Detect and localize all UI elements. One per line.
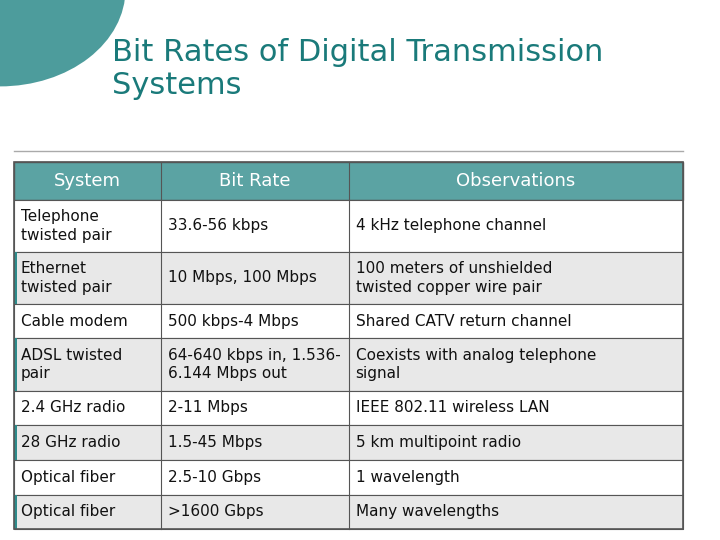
Bar — [14, 495, 17, 529]
Bar — [14, 425, 17, 460]
Bar — [14, 425, 683, 460]
Text: >1600 Gbps: >1600 Gbps — [168, 504, 264, 519]
Wedge shape — [0, 0, 125, 86]
Text: 33.6-56 kbps: 33.6-56 kbps — [168, 218, 269, 233]
Text: 2-11 Mbps: 2-11 Mbps — [168, 400, 248, 415]
Text: Cable modem: Cable modem — [21, 314, 127, 329]
Text: Many wavelengths: Many wavelengths — [356, 504, 499, 519]
Text: Optical fiber: Optical fiber — [21, 504, 115, 519]
Bar — [14, 304, 683, 339]
Text: 64-640 kbps in, 1.536-
6.144 Mbps out: 64-640 kbps in, 1.536- 6.144 Mbps out — [168, 348, 341, 381]
Text: Observations: Observations — [456, 172, 576, 190]
Text: Ethernet
twisted pair: Ethernet twisted pair — [21, 261, 112, 295]
Text: Shared CATV return channel: Shared CATV return channel — [356, 314, 571, 329]
Text: 28 GHz radio: 28 GHz radio — [21, 435, 120, 450]
Bar — [14, 339, 683, 390]
Text: 1.5-45 Mbps: 1.5-45 Mbps — [168, 435, 263, 450]
Text: 4 kHz telephone channel: 4 kHz telephone channel — [356, 218, 546, 233]
Text: System: System — [54, 172, 121, 190]
Bar — [14, 390, 683, 425]
Text: Optical fiber: Optical fiber — [21, 470, 115, 485]
Text: Coexists with analog telephone
signal: Coexists with analog telephone signal — [356, 348, 596, 381]
Text: 2.5-10 Gbps: 2.5-10 Gbps — [168, 470, 261, 485]
Bar — [14, 162, 683, 200]
Text: Bit Rate: Bit Rate — [219, 172, 291, 190]
Bar — [14, 460, 683, 495]
Bar — [14, 339, 17, 390]
Bar — [14, 252, 683, 304]
Bar — [14, 252, 17, 304]
Bar — [14, 200, 683, 252]
Text: 5 km multipoint radio: 5 km multipoint radio — [356, 435, 521, 450]
Text: Bit Rates of Digital Transmission
Systems: Bit Rates of Digital Transmission System… — [112, 38, 603, 100]
Text: ADSL twisted
pair: ADSL twisted pair — [21, 348, 122, 381]
Text: 10 Mbps, 100 Mbps: 10 Mbps, 100 Mbps — [168, 271, 317, 285]
Text: 2.4 GHz radio: 2.4 GHz radio — [21, 400, 125, 415]
Text: 500 kbps-4 Mbps: 500 kbps-4 Mbps — [168, 314, 299, 329]
Bar — [14, 162, 683, 529]
Bar — [14, 495, 683, 529]
Text: IEEE 802.11 wireless LAN: IEEE 802.11 wireless LAN — [356, 400, 549, 415]
Text: 100 meters of unshielded
twisted copper wire pair: 100 meters of unshielded twisted copper … — [356, 261, 552, 295]
Text: 1 wavelength: 1 wavelength — [356, 470, 459, 485]
Text: Telephone
twisted pair: Telephone twisted pair — [21, 209, 112, 242]
